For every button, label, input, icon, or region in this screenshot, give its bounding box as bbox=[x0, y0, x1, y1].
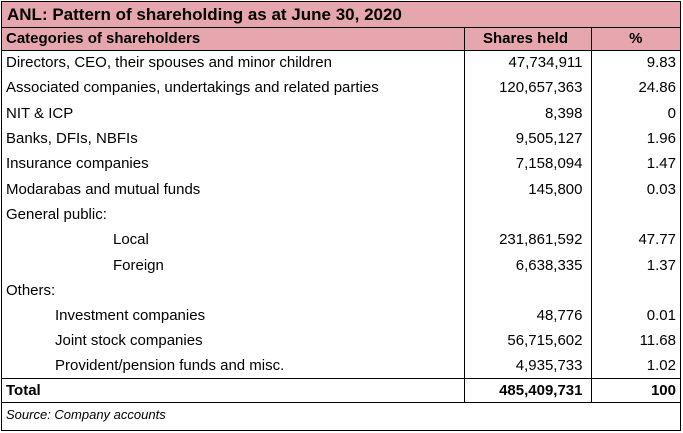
row-label: Foreign bbox=[113, 256, 164, 274]
row-label: Insurance companies bbox=[6, 155, 149, 173]
row-shares bbox=[463, 201, 591, 228]
row-pct bbox=[590, 201, 680, 228]
row-pct: 0.01 bbox=[590, 302, 680, 329]
table-row: General public: bbox=[2, 201, 680, 228]
row-pct: 24.86 bbox=[590, 75, 680, 101]
row-label: Banks, DFIs, NBFIs bbox=[6, 130, 138, 148]
total-pct: 100 bbox=[590, 378, 680, 404]
row-shares: 7,158,094 bbox=[463, 151, 591, 177]
row-pct: 47.77 bbox=[590, 227, 680, 253]
row-pct: 0 bbox=[590, 100, 680, 126]
header-shares: Shares held bbox=[463, 28, 591, 51]
row-shares: 48,776 bbox=[463, 302, 591, 329]
row-pct: 9.83 bbox=[590, 50, 680, 76]
table-row: Joint stock companies 56,715,602 11.68 bbox=[2, 328, 680, 354]
row-shares: 9,505,127 bbox=[463, 125, 591, 152]
row-label: Provident/pension funds and misc. bbox=[55, 357, 285, 375]
row-pct bbox=[590, 277, 680, 303]
shareholding-table: Categories of shareholders Shares held %… bbox=[2, 28, 680, 404]
table-row: Banks, DFIs, NBFIs 9,505,127 1.96 bbox=[2, 125, 680, 152]
row-pct: 1.96 bbox=[590, 125, 680, 152]
row-label: Joint stock companies bbox=[55, 332, 203, 350]
source-note: Source: Company accounts bbox=[6, 407, 166, 422]
row-label: Directors, CEO, their spouses and minor … bbox=[6, 54, 332, 72]
total-row: Total 485,409,731 100 bbox=[2, 378, 680, 404]
row-label: Modarabas and mutual funds bbox=[6, 180, 201, 198]
total-label: Total bbox=[2, 378, 464, 404]
table-row: Others: bbox=[2, 277, 680, 303]
row-shares: 231,861,592 bbox=[463, 227, 591, 253]
row-shares: 120,657,363 bbox=[463, 75, 591, 101]
table-row: Insurance companies 7,158,094 1.47 bbox=[2, 151, 680, 177]
row-shares bbox=[463, 277, 591, 303]
header-row: Categories of shareholders Shares held % bbox=[2, 28, 680, 51]
row-shares: 4,935,733 bbox=[463, 353, 591, 379]
row-shares: 6,638,335 bbox=[463, 252, 591, 278]
row-label: Others: bbox=[6, 281, 56, 299]
table-row: Associated companies, undertakings and r… bbox=[2, 75, 680, 101]
row-label: Investment companies bbox=[55, 307, 206, 325]
table-row: Modarabas and mutual funds 145,800 0.03 bbox=[2, 176, 680, 202]
header-category: Categories of shareholders bbox=[2, 28, 464, 51]
row-pct: 1.47 bbox=[590, 151, 680, 177]
row-pct: 0.03 bbox=[590, 176, 680, 202]
table-row: NIT & ICP 8,398 0 bbox=[2, 100, 680, 126]
row-pct: 1.37 bbox=[590, 252, 680, 278]
row-label: NIT & ICP bbox=[6, 104, 74, 122]
table-row: Local 231,861,592 47.77 bbox=[2, 227, 680, 253]
row-shares: 47,734,911 bbox=[463, 50, 591, 76]
row-label: General public: bbox=[6, 205, 107, 223]
row-pct: 1.02 bbox=[590, 353, 680, 379]
table-title: ANL: Pattern of shareholding as at June … bbox=[2, 2, 680, 28]
total-shares: 485,409,731 bbox=[463, 378, 591, 404]
row-label: Local bbox=[113, 231, 149, 249]
table-row: Foreign 6,638,335 1.37 bbox=[2, 252, 680, 278]
table-row: Investment companies 48,776 0.01 bbox=[2, 302, 680, 329]
row-pct: 11.68 bbox=[590, 328, 680, 354]
header-pct: % bbox=[590, 28, 680, 51]
row-shares: 56,715,602 bbox=[463, 328, 591, 354]
table-row: Directors, CEO, their spouses and minor … bbox=[2, 50, 680, 76]
row-shares: 145,800 bbox=[463, 176, 591, 202]
row-label: Associated companies, undertakings and r… bbox=[6, 79, 379, 97]
row-shares: 8,398 bbox=[463, 100, 591, 126]
table-row: Provident/pension funds and misc. 4,935,… bbox=[2, 353, 680, 379]
